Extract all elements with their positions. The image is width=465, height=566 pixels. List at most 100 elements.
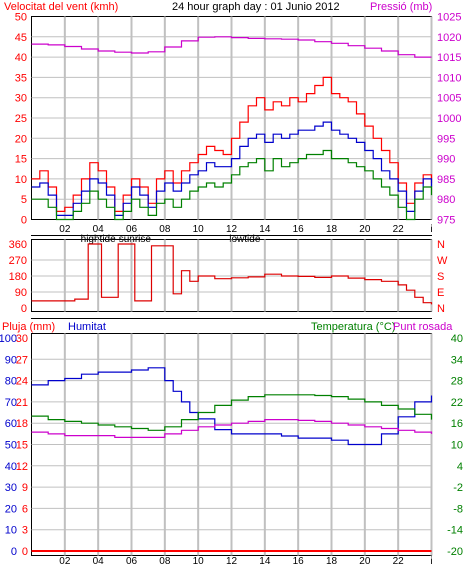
humidity-xtick-label: 16 — [293, 556, 305, 566]
temperature-ytick-label: -2 — [453, 482, 463, 494]
rain-ytick-label: 24 — [16, 376, 28, 388]
wind-ytick-label: 35 — [15, 72, 27, 84]
pressure-ytick-label: 975 — [437, 215, 455, 227]
pressure-ytick-label: 1000 — [437, 113, 461, 125]
humidity-xtick-label: 12 — [226, 556, 238, 566]
rain-axis-label: Pluja (mm) — [2, 321, 55, 333]
wind-xtick-label: 02 — [59, 224, 71, 235]
humidity-ytick-label: 10 — [5, 525, 17, 537]
pressure-line — [31, 36, 432, 58]
humidity-axis-label: Humitat — [68, 321, 106, 333]
humidity-ytick-label: 20 — [5, 503, 17, 515]
humidity-xtick-label: 08 — [159, 556, 171, 566]
pressure-ytick-label: 1020 — [437, 32, 461, 44]
humidity-ytick-label: 30 — [5, 482, 17, 494]
temperature-ytick-label: 40 — [451, 333, 463, 345]
pressure-axis-label: Pressió (mb) — [370, 1, 432, 13]
direction-line — [31, 243, 433, 305]
wind-xtick-label: 14 — [259, 224, 271, 235]
humidity-ytick-label: 80 — [5, 376, 17, 388]
wind-axis-label: Velocitat del vent (kmh) — [4, 1, 118, 13]
rain-ytick-label: 21 — [16, 397, 28, 409]
wind-ytick-label: 30 — [15, 93, 27, 105]
temperature-ytick-label: -14 — [447, 525, 463, 537]
wind-xtick-label: 16 — [293, 224, 305, 235]
humidity-xtick-label: 18 — [326, 556, 338, 566]
pressure-ytick-label: 990 — [437, 154, 455, 166]
wind-event-sunrise: sunrise — [119, 234, 152, 245]
humidity-xtick-label: 10 — [193, 556, 205, 566]
wind-ytick-label: 20 — [15, 133, 27, 145]
temperature-axis-label: Temperatura (°C) — [311, 321, 395, 333]
wind-ytick-label: 45 — [15, 32, 27, 44]
humidity-xtick-label: 04 — [93, 556, 105, 566]
rain-ytick-label: 27 — [16, 354, 28, 366]
temperature-ytick-label: -8 — [453, 503, 463, 515]
rain-ytick-label: 9 — [22, 482, 28, 494]
temperature-line — [31, 394, 433, 431]
temperature-ytick-label: -20 — [447, 546, 463, 558]
direction-compass-label: W — [437, 255, 448, 267]
wind-ytick-label: 5 — [21, 194, 27, 206]
humidity-ytick-label: 50 — [5, 440, 17, 452]
humidity-xtick-label: 06 — [126, 556, 138, 566]
pressure-ytick-label: 1025 — [437, 12, 461, 24]
wind-xtick-label: 08 — [159, 224, 171, 235]
wind-ytick-label: 50 — [15, 12, 27, 24]
direction-ytick-label: 0 — [21, 303, 27, 315]
rain-ytick-label: 15 — [16, 440, 28, 452]
dewpoint-line — [31, 419, 433, 438]
direction-compass-label: N — [437, 239, 445, 251]
direction-compass-label: S — [437, 271, 444, 283]
direction-ytick-label: 360 — [9, 239, 27, 251]
wind-min-line — [31, 149, 433, 221]
wind-xtick-label: 10 — [193, 224, 205, 235]
direction-ytick-label: 180 — [9, 271, 27, 283]
pressure-ytick-label: 985 — [437, 174, 455, 186]
temperature-ytick-label: 4 — [457, 461, 463, 473]
temperature-ytick-label: 10 — [451, 440, 463, 452]
wind-xtick-label: 22 — [393, 224, 405, 235]
graph-title: 24 hour graph day : 01 Junio 2012 — [172, 1, 340, 13]
humidity-xtick-label: i — [430, 556, 432, 566]
humidity-xtick-label: 22 — [393, 556, 405, 566]
pressure-ytick-label: 1015 — [437, 52, 461, 64]
rain-ytick-label: 30 — [16, 333, 28, 345]
wind-max-line — [31, 76, 433, 212]
wind-ytick-label: 40 — [15, 52, 27, 64]
temperature-ytick-label: 28 — [451, 376, 463, 388]
direction-ytick-label: 90 — [15, 287, 27, 299]
humidity-ytick-label: 100 — [0, 333, 17, 345]
wind-xtick-label: i — [430, 224, 432, 235]
humidity-ytick-label: 90 — [5, 354, 17, 366]
wind-ytick-label: 15 — [15, 154, 27, 166]
pressure-ytick-label: 1005 — [437, 93, 461, 105]
dewpoint-axis-label: Punt rosada — [393, 321, 453, 333]
wind-xtick-label: 12 — [226, 224, 238, 235]
wind-xtick-label: 18 — [326, 224, 338, 235]
wind-xtick-label: 04 — [93, 224, 105, 235]
pressure-ytick-label: 980 — [437, 194, 455, 206]
direction-compass-label: E — [437, 287, 444, 299]
pressure-ytick-label: 1010 — [437, 72, 461, 84]
pressure-ytick-label: 995 — [437, 133, 455, 145]
wind-ytick-label: 0 — [21, 215, 27, 227]
humidity-xtick-label: 14 — [259, 556, 271, 566]
direction-compass-label: N — [437, 303, 445, 315]
rain-ytick-label: 6 — [22, 503, 28, 515]
wind-xtick-label: 06 — [126, 224, 138, 235]
temperature-ytick-label: 22 — [451, 397, 463, 409]
humidity-xtick-label: 20 — [359, 556, 371, 566]
wind-avg-line — [31, 121, 433, 216]
humidity-ytick-label: 60 — [5, 418, 17, 430]
temperature-ytick-label: 16 — [451, 418, 463, 430]
wind-xtick-label: 20 — [359, 224, 371, 235]
temperature-ytick-label: 34 — [451, 354, 463, 366]
rain-ytick-label: 18 — [16, 418, 28, 430]
rain-ytick-label: 3 — [22, 525, 28, 537]
direction-ytick-label: 270 — [9, 255, 27, 267]
humidity-ytick-label: 40 — [5, 461, 17, 473]
humidity-xtick-label: 02 — [59, 556, 71, 566]
